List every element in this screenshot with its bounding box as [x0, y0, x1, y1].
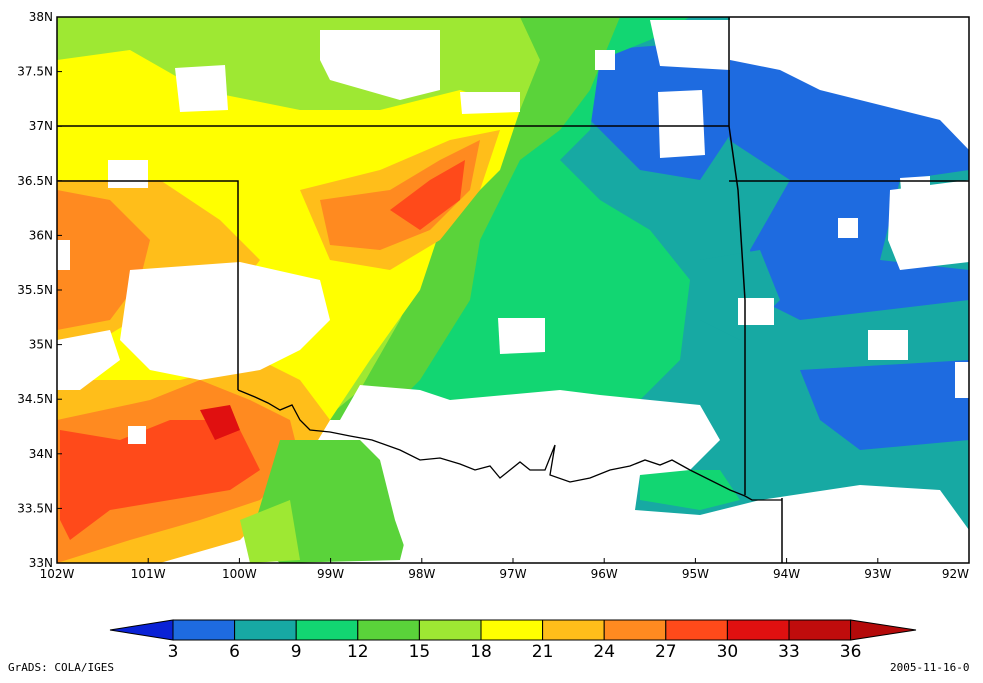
colorbar-label: 27 — [655, 642, 677, 662]
colorbar-swatch — [172, 619, 236, 641]
colorbar-label: 3 — [168, 642, 179, 662]
colorbar-label: 6 — [229, 642, 240, 662]
footer-left: GrADS: COLA/IGES — [8, 661, 114, 674]
axis-ticks — [56, 16, 970, 564]
lat-label: 33N — [29, 556, 53, 570]
colorbar-label: 36 — [840, 642, 862, 662]
colorbar-swatch — [480, 619, 544, 641]
lat-label: 34.5N — [17, 392, 53, 406]
lat-label: 37N — [29, 119, 53, 133]
lon-label: 92W — [942, 567, 969, 581]
colorbar-label: 9 — [291, 642, 302, 662]
colorbar-swatch — [418, 619, 482, 641]
lat-label: 34N — [29, 447, 53, 461]
colorbar-swatch — [542, 619, 605, 641]
lon-label: 95W — [682, 567, 709, 581]
lat-label: 38N — [29, 10, 53, 24]
lat-label: 36N — [29, 228, 53, 242]
lon-label: 99W — [317, 567, 344, 581]
lat-label: 35.5N — [17, 283, 53, 297]
lon-label: 96W — [591, 567, 618, 581]
colorbar-swatch — [234, 619, 297, 641]
lon-label: 102W — [40, 567, 75, 581]
lon-label: 97W — [499, 567, 526, 581]
latitude-labels: 38N 37.5N 37N 36.5N 36N 35.5N 35N 34.5N 34N 33.5N… — [17, 10, 53, 570]
lat-label: 33.5N — [17, 501, 53, 515]
state-boundaries — [57, 17, 969, 563]
colorbar-label: 15 — [409, 642, 431, 662]
colorbar-swatch — [788, 619, 852, 641]
colorbar-swatch — [295, 619, 359, 641]
colorbar-label: 21 — [532, 642, 554, 662]
lat-label: 37.5N — [17, 65, 53, 79]
lon-label: 101W — [131, 567, 166, 581]
colorbar-label: 24 — [593, 642, 615, 662]
longitude-labels: 102W 101W 100W 99W 98W 97W 96W 95W 94W 93W 92W — [40, 567, 970, 581]
colorbar-label: 12 — [347, 642, 369, 662]
colorbar-labels: 3 6 9 12 15 18 21 24 27 30 33 36 — [168, 642, 862, 662]
lat-label: 35N — [29, 338, 53, 352]
colorbar — [109, 619, 917, 641]
lon-label: 100W — [222, 567, 257, 581]
colorbar-max-arrow — [850, 619, 917, 641]
colorbar-swatch — [357, 619, 420, 641]
colorbar-swatch — [665, 619, 728, 641]
colorbar-swatch — [603, 619, 667, 641]
colorbar-label: 33 — [778, 642, 800, 662]
lon-label: 93W — [864, 567, 891, 581]
footer-right: 2005-11-16-0 — [890, 661, 970, 674]
colorbar-label: 18 — [470, 642, 492, 662]
lat-label: 36.5N — [17, 174, 53, 188]
lon-label: 94W — [773, 567, 800, 581]
colorbar-label: 30 — [717, 642, 739, 662]
shaded-field — [57, 17, 969, 563]
colorbar-swatch — [726, 619, 790, 641]
red-river-boundary — [237, 389, 782, 501]
colorbar-min-arrow — [109, 619, 174, 641]
lon-label: 98W — [408, 567, 435, 581]
